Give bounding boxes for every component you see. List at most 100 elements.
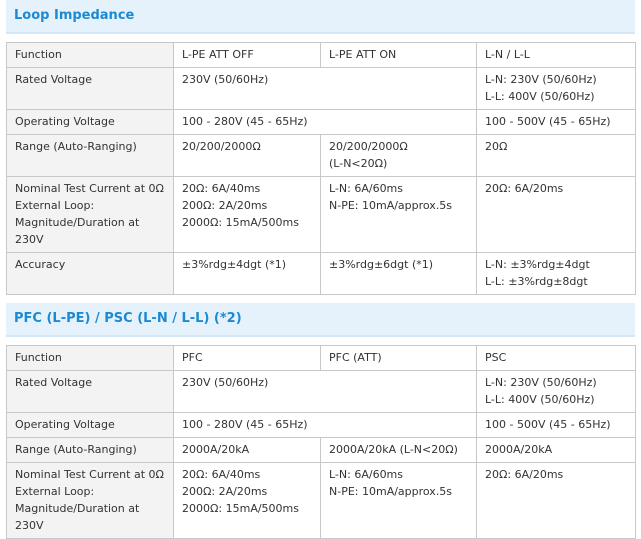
table-cell: PSC bbox=[476, 345, 636, 371]
table-cell: 20Ω: 6A/40ms 200Ω: 2A/20ms 2000Ω: 15mA/500… bbox=[173, 462, 321, 539]
section-title: PFC (L-PE) / PSC (L-N / L-L) (*2) bbox=[6, 303, 635, 337]
cell-line: 20/200/2000Ω bbox=[329, 140, 408, 153]
cell-line: 200Ω: 2A/20ms bbox=[182, 199, 268, 212]
cell-line: (L-N<20Ω) bbox=[329, 157, 388, 170]
table-cell: 20Ω: 6A/20ms bbox=[476, 462, 636, 539]
cell-line: N-PE: 10mA/approx.5s bbox=[329, 485, 453, 498]
cell-line: Range (Auto-Ranging) bbox=[15, 140, 137, 153]
table-cell: L-N: 6A/60ms N-PE: 10mA/approx.5s bbox=[320, 176, 477, 253]
cell-line: 20Ω: 6A/40ms bbox=[182, 182, 261, 195]
row-header: Rated Voltage bbox=[6, 370, 174, 413]
table-cell: 100 - 500V (45 - 65Hz) bbox=[476, 412, 636, 438]
cell-line: 2000A/20kA (L-N<20Ω) bbox=[329, 443, 458, 456]
cell-line: PFC bbox=[182, 351, 203, 364]
cell-line: Operating Voltage bbox=[15, 115, 115, 128]
cell-line: ±3%rdg±6dgt (*1) bbox=[329, 258, 434, 271]
cell-line: Magnitude/Duration at bbox=[15, 216, 140, 229]
cell-line: L-PE ATT ON bbox=[329, 48, 397, 61]
table-row: Nominal Test Current at 0Ω External Loop:… bbox=[6, 176, 636, 253]
cell-line: L-N / L-L bbox=[485, 48, 530, 61]
cell-line: 20Ω bbox=[485, 140, 508, 153]
table-row: Operating Voltage 100 - 280V (45 - 65Hz) 1… bbox=[6, 412, 636, 438]
table-cell: L-PE ATT ON bbox=[320, 42, 477, 68]
row-header: Operating Voltage bbox=[6, 412, 174, 438]
cell-line: 230V (50/60Hz) bbox=[182, 376, 269, 389]
cell-line: L-L: 400V (50/60Hz) bbox=[485, 90, 595, 103]
cell-line: Function bbox=[15, 48, 62, 61]
table-cell: L-N: ±3%rdg±4dgt L-L: ±3%rdg±8dgt bbox=[476, 252, 636, 295]
row-header: Range (Auto-Ranging) bbox=[6, 134, 174, 177]
table-row: Function L-PE ATT OFF L-PE ATT ON L-N / L-L bbox=[6, 42, 636, 68]
row-header: Nominal Test Current at 0Ω External Loop:… bbox=[6, 176, 174, 253]
table-cell: 230V (50/60Hz) bbox=[173, 370, 477, 413]
cell-line: 100 - 280V (45 - 65Hz) bbox=[182, 115, 308, 128]
cell-line: 20/200/2000Ω bbox=[182, 140, 261, 153]
cell-line: PFC (ATT) bbox=[329, 351, 382, 364]
cell-line: 2000A/20kA bbox=[182, 443, 250, 456]
table-cell: 20/200/2000Ω bbox=[173, 134, 321, 177]
table-row: Operating Voltage 100 - 280V (45 - 65Hz) 1… bbox=[6, 109, 636, 135]
table-row: Range (Auto-Ranging) 2000A/20kA 2000A/20kA… bbox=[6, 437, 636, 463]
table-cell: 2000A/20kA bbox=[173, 437, 321, 463]
cell-line: External Loop: bbox=[15, 485, 95, 498]
table-row: Range (Auto-Ranging) 20/200/2000Ω 20/200/2… bbox=[6, 134, 636, 177]
table-row: Function PFC PFC (ATT) PSC bbox=[6, 345, 636, 371]
spec-table: Function L-PE ATT OFF L-PE ATT ON L-N / L-L… bbox=[6, 42, 636, 295]
cell-line: 230V bbox=[15, 233, 44, 246]
table-cell: L-N: 6A/60ms N-PE: 10mA/approx.5s bbox=[320, 462, 477, 539]
table-cell: L-N / L-L bbox=[476, 42, 636, 68]
spec-table: Function PFC PFC (ATT) PSC Rated Voltage 230V… bbox=[6, 345, 636, 539]
table-cell: PFC bbox=[173, 345, 321, 371]
row-header: Nominal Test Current at 0Ω External Loop:… bbox=[6, 462, 174, 539]
table-cell: 2000A/20kA (L-N<20Ω) bbox=[320, 437, 477, 463]
cell-line: L-N: 6A/60ms bbox=[329, 468, 404, 481]
cell-line: Rated Voltage bbox=[15, 73, 92, 86]
row-header: Range (Auto-Ranging) bbox=[6, 437, 174, 463]
cell-line: 20Ω: 6A/40ms bbox=[182, 468, 261, 481]
cell-line: Accuracy bbox=[15, 258, 66, 271]
cell-line: ±3%rdg±4dgt (*1) bbox=[182, 258, 287, 271]
row-header: Operating Voltage bbox=[6, 109, 174, 135]
table-row: Accuracy ±3%rdg±4dgt (*1) ±3%rdg±6dgt (*1)… bbox=[6, 252, 636, 295]
row-header: Accuracy bbox=[6, 252, 174, 295]
row-header: Function bbox=[6, 345, 174, 371]
cell-line: Rated Voltage bbox=[15, 376, 92, 389]
cell-line: Nominal Test Current at 0Ω bbox=[15, 468, 164, 481]
table-cell: ±3%rdg±6dgt (*1) bbox=[320, 252, 477, 295]
cell-line: L-N: ±3%rdg±4dgt bbox=[485, 258, 590, 271]
cell-line: PSC bbox=[485, 351, 507, 364]
cell-line: 100 - 500V (45 - 65Hz) bbox=[485, 418, 611, 431]
table-cell: PFC (ATT) bbox=[320, 345, 477, 371]
cell-line: Function bbox=[15, 351, 62, 364]
cell-line: L-N: 230V (50/60Hz) bbox=[485, 73, 597, 86]
table-cell: 2000A/20kA bbox=[476, 437, 636, 463]
cell-line: 230V bbox=[15, 519, 44, 532]
cell-line: Operating Voltage bbox=[15, 418, 115, 431]
cell-line: 100 - 500V (45 - 65Hz) bbox=[485, 115, 611, 128]
table-cell: 100 - 500V (45 - 65Hz) bbox=[476, 109, 636, 135]
table-cell: 20Ω bbox=[476, 134, 636, 177]
cell-line: 20Ω: 6A/20ms bbox=[485, 182, 564, 195]
cell-line: N-PE: 10mA/approx.5s bbox=[329, 199, 453, 212]
cell-line: L-N: 230V (50/60Hz) bbox=[485, 376, 597, 389]
cell-line: 200Ω: 2A/20ms bbox=[182, 485, 268, 498]
cell-line: 2000A/20kA bbox=[485, 443, 553, 456]
table-cell: ±3%rdg±4dgt (*1) bbox=[173, 252, 321, 295]
cell-line: L-PE ATT OFF bbox=[182, 48, 254, 61]
table-cell: 100 - 280V (45 - 65Hz) bbox=[173, 109, 477, 135]
cell-line: 2000Ω: 15mA/500ms bbox=[182, 216, 299, 229]
table-row: Nominal Test Current at 0Ω External Loop:… bbox=[6, 462, 636, 539]
table-row: Rated Voltage 230V (50/60Hz) L-N: 230V (50… bbox=[6, 370, 636, 413]
cell-line: 100 - 280V (45 - 65Hz) bbox=[182, 418, 308, 431]
table-cell: L-N: 230V (50/60Hz) L-L: 400V (50/60Hz) bbox=[476, 370, 636, 413]
cell-line: 230V (50/60Hz) bbox=[182, 73, 269, 86]
table-cell: 20/200/2000Ω (L-N<20Ω) bbox=[320, 134, 477, 177]
cell-line: External Loop: bbox=[15, 199, 95, 212]
cell-line: Magnitude/Duration at bbox=[15, 502, 140, 515]
cell-line: Range (Auto-Ranging) bbox=[15, 443, 137, 456]
table-row: Rated Voltage 230V (50/60Hz) L-N: 230V (50… bbox=[6, 67, 636, 110]
table-cell: L-PE ATT OFF bbox=[173, 42, 321, 68]
table-cell: 230V (50/60Hz) bbox=[173, 67, 477, 110]
cell-line: 20Ω: 6A/20ms bbox=[485, 468, 564, 481]
